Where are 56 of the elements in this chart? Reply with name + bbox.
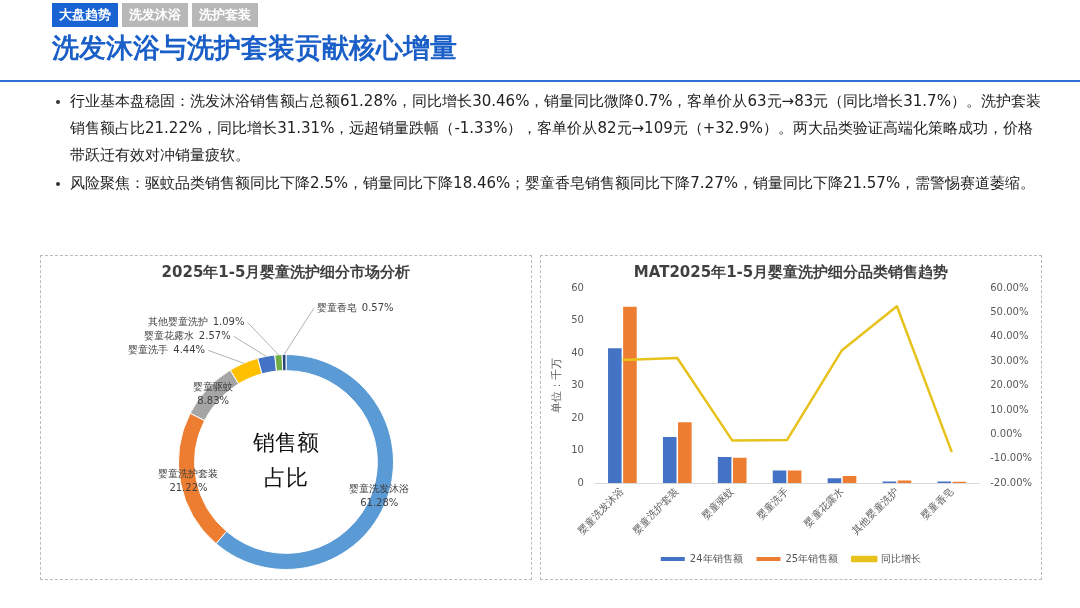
y2-tick-label: 10.00% [990, 403, 1029, 415]
bar [787, 470, 802, 484]
y2-tick-label: -10.00% [990, 452, 1033, 464]
slice-label: 婴童花露水 [143, 329, 194, 341]
chart-title: 2025年1-5月婴童洗护细分市场分析 [161, 262, 411, 281]
x-tick-label: 婴童洗手 [754, 485, 791, 522]
text: 大盘趋势 [52, 3, 118, 27]
y-tick-label: 40 [571, 346, 584, 358]
bar [678, 422, 692, 484]
x-tick-label: 婴童花露水 [802, 485, 846, 529]
y-axis-title: 单位：千万 [550, 358, 564, 414]
text: 销售额占比 [252, 430, 319, 491]
y2-tick-label: 30.00% [990, 354, 1029, 366]
bar [662, 436, 677, 484]
x-tick-label: 婴童香皂 [918, 485, 956, 522]
data-label: 1.09% [212, 315, 245, 327]
bar [897, 480, 912, 484]
y-tick-label: 30 [571, 379, 584, 391]
slice-label: 其他婴童洗护 [147, 315, 208, 327]
slice-label: 婴童香皂 [316, 301, 357, 313]
bar [772, 470, 787, 484]
bar [608, 348, 622, 484]
y2-tick-label: 50.00% [990, 305, 1029, 317]
y2-tick-label: -20.00% [990, 476, 1033, 488]
legend-label: 25年销售额 [785, 552, 839, 564]
data-label: 2.57% [198, 329, 231, 341]
y-tick-label: 20 [571, 411, 584, 423]
text: 洗发沐浴 [122, 3, 188, 27]
y2-tick-label: 20.00% [990, 379, 1029, 391]
data-label: 0.57% [361, 301, 394, 313]
y-tick-label: 10 [571, 444, 584, 456]
bar [732, 457, 747, 484]
x-tick-label: 婴童驱蚊 [699, 485, 736, 522]
slice-label: 婴童驱蚊 [193, 380, 234, 392]
y2-tick-label: 60.00% [990, 281, 1029, 293]
y2-tick-label: 0.00% [990, 427, 1023, 439]
text: 洗发沐浴与洗护套装贡献核心增量 [52, 31, 457, 65]
bar [827, 478, 842, 484]
data-label: 4.44% [173, 343, 206, 355]
y-tick-label: 0 [577, 476, 584, 488]
bar [623, 306, 637, 484]
chart-title: MAT2025年1-5月婴童洗护细分品类销售趋势 [633, 262, 949, 281]
y-tick-label: 60 [571, 281, 584, 293]
y2-tick-label: 40.00% [990, 330, 1029, 342]
y-tick-label: 50 [571, 314, 584, 326]
slice-label: 婴童洗手 [128, 343, 169, 355]
text: 风险聚焦：驱蚊品类销售额同比下降2.5%，销量同比下降18.46%；婴童香皂销售额同比下降7.27%，销量同比下降21.57%，需警惕赛道萎缩。 [70, 173, 1037, 194]
bar [717, 457, 732, 484]
x-tick-label: 婴童洗护套装 [630, 485, 681, 537]
legend-label: 同比增长 [881, 552, 922, 564]
x-tick-label: 婴童洗发沐浴 [575, 485, 626, 537]
text: 洗护套装 [192, 3, 258, 27]
text: 行业基本盘稳固：洗发沐浴销售额占总额61.28%，同比增长30.46%，销量同比微降0.7%，客单价从63元→83元（同比增长31.7%）。洗护套装销售额占比21.22%，同比增长31.31%，远超销量跌幅（-1.33%），客单价从82元→109元（+32.9%）。两大品类验证高端化策略成功，价格带跃迁有效对冲销量疲软。 [70, 91, 1042, 166]
legend-label: 24年销售额 [689, 552, 743, 564]
x-tick-label: 其他婴童洗护 [849, 485, 901, 537]
bar [842, 475, 857, 484]
